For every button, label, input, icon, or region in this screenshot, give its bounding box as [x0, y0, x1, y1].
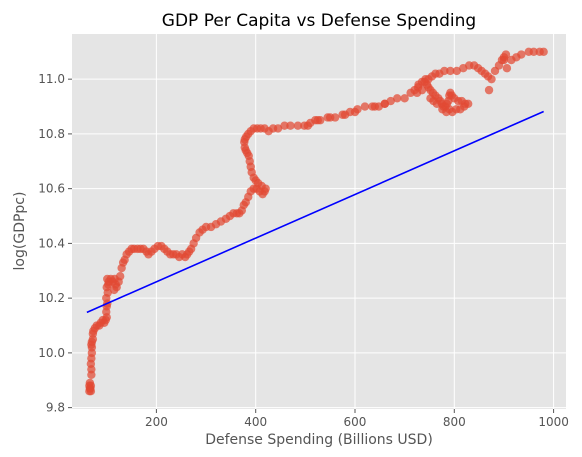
scatter-point: [426, 94, 435, 103]
scatter-point: [484, 85, 494, 95]
scatter-point: [360, 102, 370, 111]
scatter-point: [286, 121, 295, 130]
y-tick-label: 10.0: [38, 346, 65, 360]
scatter-point: [529, 47, 538, 56]
x-tick-label: 400: [244, 415, 267, 429]
scatter-point: [539, 47, 548, 56]
x-axis-ticks: 200 400 600 800 1000: [145, 409, 569, 429]
scatter-series: [85, 47, 548, 396]
x-tick-label: 800: [443, 415, 466, 429]
y-tick-label: 10.4: [38, 236, 65, 250]
y-tick-label: 11.0: [38, 72, 65, 86]
scatter-point: [370, 102, 380, 111]
y-axis-label: log(GDPpc): [12, 192, 28, 271]
scatter-point: [452, 66, 461, 76]
y-tick-label: 9.8: [46, 401, 65, 415]
scatter-point: [438, 105, 447, 114]
scatter-point: [293, 121, 303, 130]
plot-background: [72, 34, 566, 409]
scatter-point: [412, 88, 422, 98]
scatter-point: [517, 50, 526, 59]
scatter-point: [380, 99, 389, 108]
scatter-point: [313, 116, 322, 125]
scatter-point: [303, 121, 313, 130]
scatter-point: [440, 66, 449, 76]
fit-line-series: [86, 110, 544, 314]
x-tick-label: 600: [344, 415, 367, 429]
scatter-point: [115, 272, 125, 281]
scatter-point: [86, 387, 96, 396]
scatter-point: [280, 121, 289, 130]
x-tick-label: 200: [145, 415, 168, 429]
chart-title: GDP Per Capita vs Defense Spending: [162, 11, 476, 31]
scatter-point: [400, 94, 409, 103]
y-tick-label: 10.2: [38, 291, 65, 305]
scatter-point: [446, 66, 455, 76]
scatter-point: [499, 55, 509, 65]
scatter-point: [340, 110, 350, 119]
x-tick-label: 1000: [538, 415, 569, 429]
y-axis-ticks: 9.8 10.0 10.2 10.4 10.6 10.8 11.0: [38, 72, 72, 415]
y-tick-label: 10.6: [38, 182, 65, 196]
scatter-point: [350, 107, 360, 117]
scatter-point: [325, 113, 335, 122]
scatter-point: [487, 74, 496, 84]
scatter-point: [502, 64, 512, 73]
fit-line: [86, 110, 544, 314]
x-axis-label: Defense Spending (Billions USD): [205, 432, 433, 448]
y-tick-label: 10.8: [38, 127, 65, 141]
grid: [72, 34, 566, 409]
scatter-point: [273, 124, 283, 133]
scatter-point: [392, 94, 402, 103]
